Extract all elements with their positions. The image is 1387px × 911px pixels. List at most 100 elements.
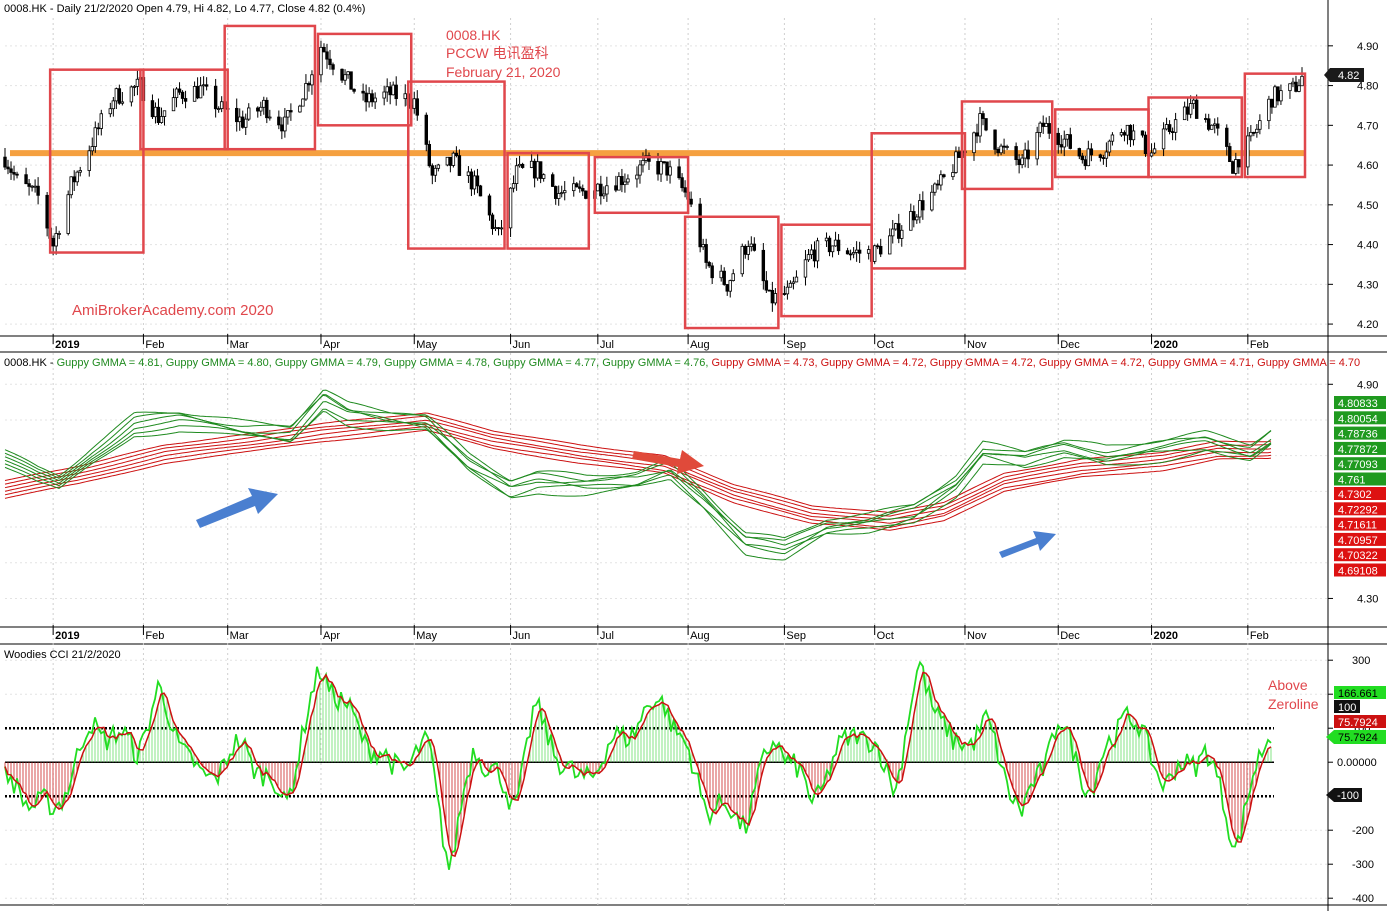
gmma-month-label: Feb [145,630,164,642]
price-bar-body [496,227,501,229]
price-bar-body [1276,86,1280,102]
price-bar-body [836,239,841,252]
range-box [1147,96,1244,179]
price-bar-body [764,280,769,291]
price-y-label: 4.20 [1357,319,1378,331]
price-bar-body [749,243,754,247]
range-box [48,68,145,254]
price-bar-body [1056,132,1060,145]
price-bar-body [707,262,711,267]
price-bar-body [912,211,916,221]
gmma-month-label: Oct [877,630,894,642]
price-bar-body [1194,99,1199,119]
price-bar-body [1125,124,1130,136]
price-bar-body [538,161,543,179]
price-bar-body [978,113,982,137]
price-bar-body [370,93,374,103]
price-bar-body [117,88,122,104]
price-bar-body [466,171,471,176]
gmma-long-badge: 4.69108 [1338,566,1378,578]
price-bar-body [15,173,19,176]
last-price-text: 4.82 [1338,70,1359,82]
gmma-short-badge-bg [1334,457,1386,471]
price-bar-body [683,187,687,193]
gmma-month-label: Jul [600,630,614,642]
price-bar-body [289,110,293,113]
price-bar-body [385,86,389,93]
price-bar-body [981,113,985,119]
price-bar-body [930,191,934,211]
price-bar-body [9,168,13,173]
gmma-long-line [4,412,1272,513]
price-y-label: 4.60 [1357,160,1378,172]
price-bar-body [1044,123,1048,127]
price-bar-body [746,246,750,255]
blue-arrow-2 [999,531,1056,558]
price-bar-body [851,252,856,255]
price-bar-body [262,99,266,108]
cci-y-label: -200 [1352,825,1374,837]
price-bar-body [731,273,735,281]
price-bar-body [578,186,582,189]
price-y-label: 4.50 [1357,200,1378,212]
price-bar-body [1182,106,1187,121]
price-bar-body [872,245,877,262]
price-bar-body [93,127,97,147]
blue-arrow-1 [196,488,278,528]
price-bar-body [1231,161,1235,174]
price-bar-body [812,249,817,262]
gmma-long-badge-bg [1334,487,1386,500]
cci-annotation-line-2: Zeroline [1268,696,1319,712]
price-bar-body [69,176,73,196]
price-bar-body [171,97,176,112]
price-bar-body [1089,148,1094,156]
price-bar-body [174,88,179,99]
price-bar-body [888,235,892,255]
price-bar-body [1161,128,1166,150]
price-bar-body [1173,119,1178,133]
price-bar-body [72,176,76,183]
price-bar-body [180,91,185,99]
cci-badge-slow: 75.7924 [1338,717,1378,729]
price-bar-body [1191,99,1196,104]
price-bar-body [541,174,546,179]
gmma-long-badge-bg [1334,532,1386,546]
price-bar-body [430,165,435,176]
price-bar-body [1041,122,1045,127]
price-bar-body [445,156,450,166]
price-bar-body [701,244,705,248]
price-bar-body [638,164,642,176]
price-bar-body [602,193,606,197]
gmma-long-label: Guppy GMMA = 4.73, [711,357,820,369]
price-bar-body [909,211,913,231]
price-bar-body [1002,145,1006,148]
red-arrow [632,450,704,474]
gmma-panel-header: 0008.HK - Guppy GMMA = 4.81, Guppy GMMA … [4,357,1360,369]
price-bar-body [599,183,603,197]
price-bar-body [662,161,666,164]
price-bar-body [656,161,660,175]
price-bar-body [1288,83,1292,92]
price-bar-body [45,194,49,229]
price-panel-header: 0008.HK - Daily 21/2/2020 Open 4.79, Hi … [4,3,365,15]
price-bar-body [894,223,898,230]
cci-level-lines [5,726,1274,798]
price-bar-body [478,185,483,197]
price-bar-body [451,152,456,166]
price-bar-body [1228,146,1232,163]
price-bar-body [307,83,311,86]
last-price-badge: 4.82 [1324,68,1364,82]
price-bar-body [30,185,34,188]
price-bar-body [848,253,853,256]
price-bar-body [1101,157,1106,159]
price-bar-body [183,98,188,102]
watermark: AmiBrokerAcademy.com 2020 [72,302,273,319]
price-bar-body [1294,81,1298,92]
price-bar-body [469,171,474,190]
price-bar-body [939,174,943,186]
gmma-long-badge: 4.70322 [1338,550,1378,562]
price-bar-body [1207,118,1211,130]
price-panel: 0008.HK - Daily 21/2/2020 Open 4.79, Hi … [3,3,1378,331]
price-bar-body [791,281,796,284]
price-bar-body [1216,123,1220,129]
